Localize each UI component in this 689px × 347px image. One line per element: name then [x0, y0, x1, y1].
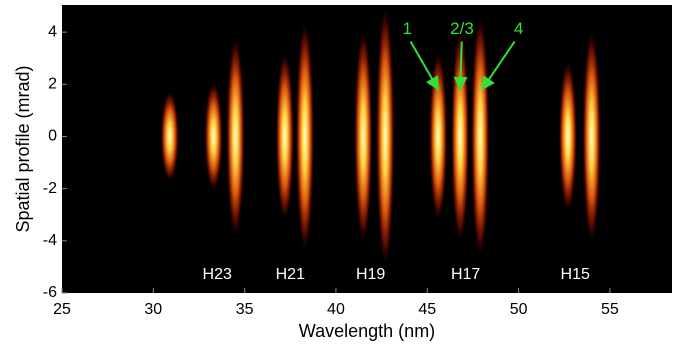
x-tick-label: 50: [510, 301, 528, 318]
x-tick-label: 30: [144, 301, 162, 318]
harmonic-label: H15: [561, 266, 590, 283]
x-axis-label: Wavelength (nm): [299, 321, 435, 341]
y-tick-label: -6: [43, 284, 57, 301]
annotation-arrow: [453, 41, 468, 91]
emission-line: [582, 31, 601, 242]
y-tick-label: -4: [43, 232, 57, 249]
y-tick-label: -2: [43, 180, 57, 197]
x-tick-label: 55: [601, 301, 619, 318]
emission-line: [558, 61, 577, 212]
x-tick-label: 25: [53, 301, 71, 318]
emission-line: [354, 31, 373, 242]
x-tick-label: 40: [327, 301, 345, 318]
emission-line: [226, 37, 245, 236]
emission-line: [204, 82, 223, 191]
emission-line: [275, 52, 294, 221]
y-tick-label: 2: [48, 76, 57, 93]
annotation: 2/3: [450, 19, 474, 38]
annotation-arrow: [481, 40, 516, 91]
image: [160, 7, 601, 266]
x-tick-label: 35: [236, 301, 254, 318]
emission-line: [295, 22, 314, 251]
x-tick-label: 45: [418, 301, 436, 318]
harmonic-label: H17: [451, 266, 480, 283]
harmonic-label: H19: [356, 266, 385, 283]
y-tick-label: 4: [48, 23, 57, 40]
emission-line: [160, 91, 179, 182]
emission-line: [471, 16, 490, 257]
annotation: 1: [402, 19, 411, 38]
y-tick-label: 0: [48, 128, 57, 145]
harmonic-label: H23: [203, 266, 232, 283]
y-axis-label: Spatial profile (mrad): [13, 65, 33, 232]
emission-line: [429, 52, 448, 221]
harmonic-label: H21: [276, 266, 305, 283]
emission-line: [376, 7, 395, 266]
annotation: 4: [514, 19, 523, 38]
annotation-arrow: [409, 41, 440, 91]
